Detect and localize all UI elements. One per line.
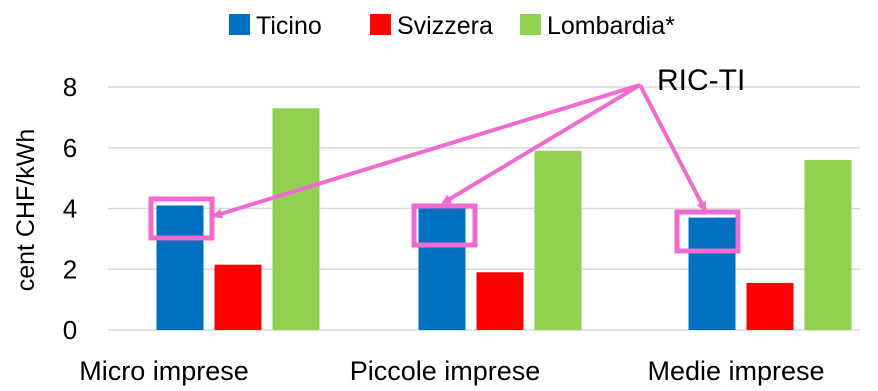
- annotation-label: RIC-TI: [657, 64, 745, 97]
- bar-lombardia: [272, 108, 320, 330]
- bar-ticino: [156, 205, 204, 330]
- x-axis-labels: Micro imprese Piccole imprese Medie impres…: [79, 356, 824, 386]
- legend-item: Ticino: [229, 12, 322, 40]
- y-tick-label: 0: [63, 315, 77, 345]
- legend-label: Ticino: [256, 12, 322, 40]
- y-tick-label: 6: [63, 133, 77, 163]
- bar-lombardia: [804, 159, 852, 330]
- highlight-box: [411, 203, 478, 248]
- x-tick-label: Medie imprese: [647, 356, 824, 386]
- bar-svizzera: [214, 264, 262, 330]
- legend-label: Svizzera: [397, 12, 493, 40]
- legend-swatch: [520, 14, 541, 35]
- bar-svizzera: [476, 272, 524, 330]
- bar-lombardia: [534, 150, 582, 330]
- y-axis-ticks: 0 2 4 6 8: [63, 72, 77, 345]
- x-tick-label: Micro imprese: [79, 356, 249, 386]
- bars: [156, 108, 852, 330]
- annotation: RIC-TI: [148, 64, 745, 254]
- legend-label: Lombardia*: [547, 12, 675, 40]
- x-tick-label: Piccole imprese: [350, 356, 541, 386]
- legend-swatch: [229, 14, 250, 35]
- y-tick-label: 4: [63, 194, 77, 224]
- bar-ticino: [418, 208, 466, 330]
- annotation-arrow: [212, 83, 641, 219]
- legend: Ticino Svizzera Lombardia*: [229, 12, 675, 40]
- highlight-box: [674, 209, 741, 254]
- legend-item: Svizzera: [370, 12, 493, 40]
- bar-ticino: [688, 217, 736, 330]
- annotation-arrow: [638, 84, 707, 212]
- bar-svizzera: [746, 282, 794, 330]
- legend-item: Lombardia*: [520, 12, 675, 40]
- y-tick-label: 8: [63, 72, 77, 102]
- y-tick-label: 2: [63, 254, 77, 284]
- legend-swatch: [370, 14, 391, 35]
- highlight-box: [148, 196, 215, 241]
- annotation-arrow: [441, 83, 642, 205]
- y-axis-label: cent CHF/kWh: [12, 129, 40, 292]
